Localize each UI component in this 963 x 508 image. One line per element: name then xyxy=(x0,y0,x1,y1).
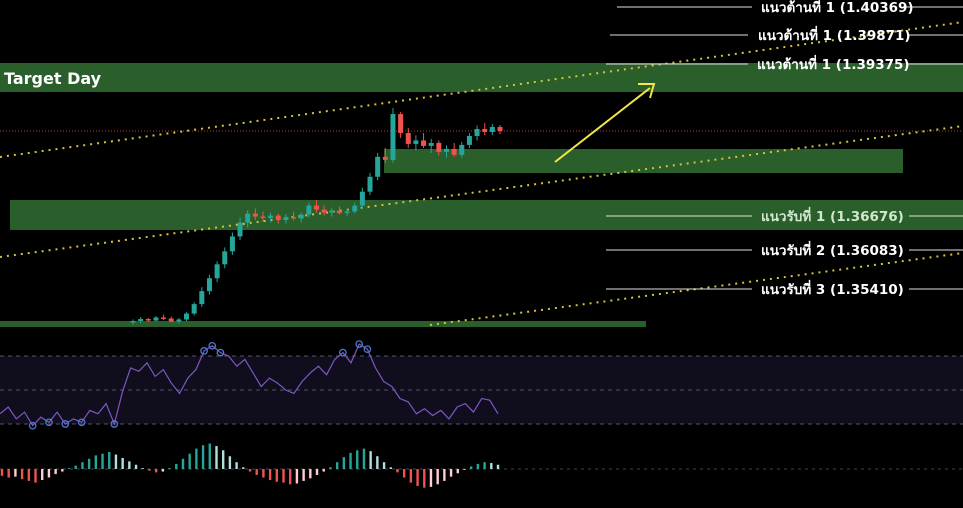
arrow-head-icon xyxy=(638,83,656,99)
level-r1a: แนวต้านที่ 1 (1.40369) xyxy=(617,0,963,16)
trend-line-upper xyxy=(0,21,963,158)
candle-body xyxy=(367,176,373,192)
candle-body xyxy=(176,319,182,322)
candle-body xyxy=(191,304,197,314)
bottom-zone xyxy=(0,321,646,327)
level-s2: แนวรับที่ 2 (1.36083) xyxy=(606,240,963,259)
candle-body xyxy=(466,135,472,145)
candle-body xyxy=(229,236,235,252)
level-label-s1: แนวรับที่ 1 (1.36676) xyxy=(761,206,904,225)
trend-line-middle xyxy=(0,125,963,258)
level-label-r1a: แนวต้านที่ 1 (1.40369) xyxy=(761,0,914,16)
candle-body xyxy=(314,205,319,210)
candle-body xyxy=(138,319,144,321)
support-zone xyxy=(10,200,963,230)
level-label-r1c: แนวต้านที่ 1 (1.39375) xyxy=(757,54,910,73)
histogram-series xyxy=(0,443,500,488)
candle-body xyxy=(352,205,358,212)
candle-body xyxy=(222,251,228,265)
candle-body xyxy=(130,321,136,323)
candle-body xyxy=(206,278,212,292)
oscillator-signal-marker xyxy=(355,340,364,348)
candle-body xyxy=(482,129,488,132)
candle-body xyxy=(275,215,281,221)
candle-body xyxy=(359,191,365,206)
oscillator-signal-marker xyxy=(200,347,208,355)
oscillator-signal-marker xyxy=(110,420,119,428)
candle-body xyxy=(329,210,335,213)
candle-body xyxy=(153,317,159,321)
oscillator-signal-marker xyxy=(77,418,86,427)
candle-body xyxy=(443,148,449,152)
up-arrow-icon xyxy=(554,87,651,163)
candle-body xyxy=(336,210,342,214)
level-r1c: แนวต้านที่ 1 (1.39375) xyxy=(606,54,963,73)
candle-body xyxy=(306,205,312,215)
oscillator-signal-marker xyxy=(61,420,70,428)
candle-body xyxy=(375,156,381,177)
candle-body xyxy=(283,217,289,221)
candle-body xyxy=(260,216,266,219)
chart-title: Target Day xyxy=(4,69,102,88)
level-label-r1b: แนวต้านที่ 1 (1.39871) xyxy=(758,25,911,44)
candle-body xyxy=(436,142,442,152)
level-label-s3: แนวรับที่ 3 (1.35410) xyxy=(761,279,904,298)
candle-body xyxy=(405,132,411,144)
level-s3: แนวรับที่ 3 (1.35410) xyxy=(606,279,963,298)
candle-body xyxy=(298,214,304,219)
candle-body xyxy=(398,114,404,133)
level-r1b: แนวต้านที่ 1 (1.39871) xyxy=(610,25,963,44)
candle-body xyxy=(291,217,297,219)
candle-body xyxy=(451,148,457,155)
oscillator-signal-marker xyxy=(339,348,347,357)
candle-body xyxy=(421,140,427,146)
candle-body xyxy=(344,211,350,214)
target-day-zone xyxy=(0,63,963,92)
candle-body xyxy=(413,140,419,144)
candle-body xyxy=(497,127,503,131)
candle-body xyxy=(268,215,274,219)
candle-body xyxy=(214,264,220,279)
oscillator-signal-marker xyxy=(45,418,53,427)
candle-body xyxy=(245,213,251,223)
candle-body xyxy=(237,222,243,237)
candle-body xyxy=(184,313,190,320)
mid-zone xyxy=(384,149,903,173)
level-label-s2: แนวรับที่ 2 (1.36083) xyxy=(761,240,904,259)
oscillator-signal-marker xyxy=(216,348,225,357)
candle-body xyxy=(321,209,327,213)
candle-body xyxy=(161,317,167,320)
oscillator-signal-marker xyxy=(363,345,372,354)
price-candles xyxy=(130,108,503,325)
candle-body xyxy=(428,142,434,146)
candle-body xyxy=(168,318,174,322)
candle-body xyxy=(474,129,480,136)
candle-body xyxy=(199,291,205,305)
candle-body xyxy=(390,114,396,160)
candle-body xyxy=(489,127,495,132)
candle-body xyxy=(382,156,388,160)
oscillator-signal-marker xyxy=(208,341,217,350)
candle-body xyxy=(145,319,151,321)
candle-body xyxy=(459,144,465,155)
oscillator-series xyxy=(0,340,499,430)
level-s1: แนวรับที่ 1 (1.36676) xyxy=(606,206,963,225)
oscillator-line xyxy=(0,343,499,427)
trend-line-lower xyxy=(429,252,963,326)
oscillator-signal-marker xyxy=(28,421,37,430)
candle-body xyxy=(252,213,258,217)
